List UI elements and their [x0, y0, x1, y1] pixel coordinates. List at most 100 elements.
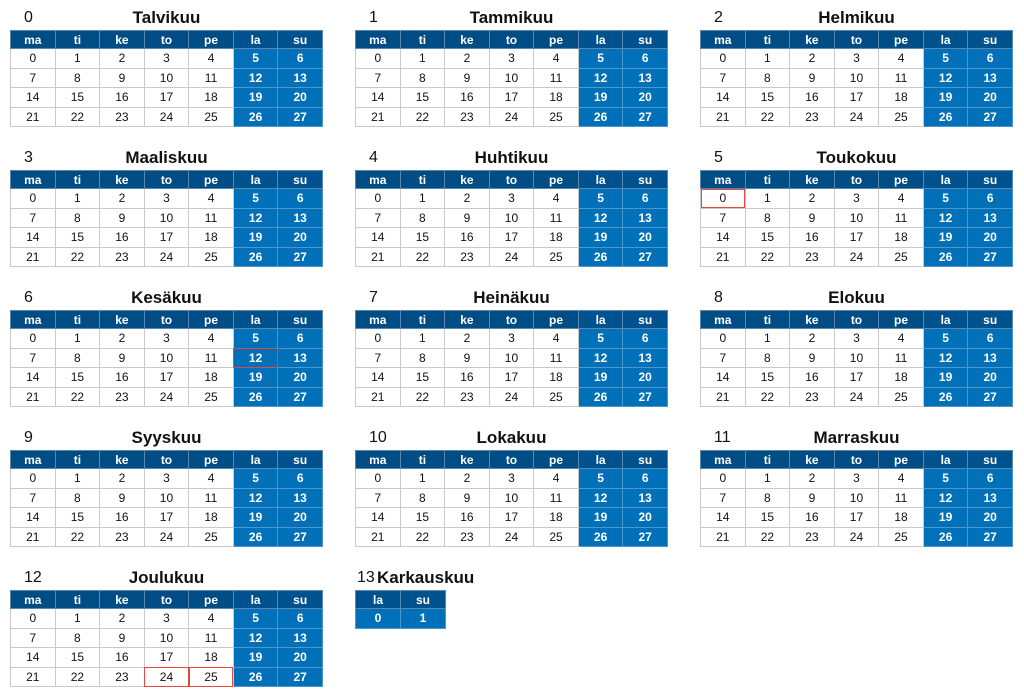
day-cell[interactable]: 17	[833, 227, 880, 248]
day-cell[interactable]: 2	[789, 188, 835, 209]
day-cell[interactable]: 21	[10, 526, 56, 548]
day-cell[interactable]: 12	[922, 487, 969, 509]
day-cell[interactable]: 27	[277, 666, 323, 688]
day-cell[interactable]: 18	[533, 227, 579, 248]
day-cell[interactable]: 8	[399, 67, 446, 89]
day-cell[interactable]: 22	[399, 246, 446, 268]
day-cell[interactable]: 23	[444, 106, 490, 128]
day-cell[interactable]: 22	[744, 526, 791, 548]
day-cell[interactable]: 24	[488, 526, 535, 548]
day-cell[interactable]: 19	[922, 227, 969, 248]
day-cell[interactable]: 26	[232, 666, 279, 688]
day-cell[interactable]: 20	[622, 87, 668, 108]
day-cell[interactable]: 13	[967, 207, 1013, 229]
day-cell[interactable]: 3	[833, 468, 880, 489]
day-cell[interactable]: 8	[744, 67, 791, 89]
day-cell[interactable]: 10	[143, 627, 190, 649]
day-cell[interactable]: 18	[878, 87, 924, 108]
day-cell-highlighted[interactable]: 12	[232, 347, 279, 369]
day-cell[interactable]: 3	[488, 48, 535, 69]
day-cell[interactable]: 15	[744, 227, 791, 248]
day-cell[interactable]: 5	[922, 188, 969, 209]
day-cell[interactable]: 23	[99, 106, 145, 128]
day-cell[interactable]: 12	[232, 67, 279, 89]
day-cell[interactable]: 2	[99, 48, 145, 69]
day-cell[interactable]: 10	[488, 67, 535, 89]
day-cell[interactable]: 25	[533, 386, 579, 408]
day-cell[interactable]: 0	[700, 468, 746, 489]
day-cell[interactable]: 5	[232, 48, 279, 69]
day-cell[interactable]: 15	[399, 367, 446, 388]
day-cell[interactable]: 17	[833, 507, 880, 528]
day-cell[interactable]: 20	[277, 227, 323, 248]
day-cell[interactable]: 26	[922, 386, 969, 408]
day-cell[interactable]: 21	[700, 526, 746, 548]
day-cell[interactable]: 13	[277, 627, 323, 649]
day-cell[interactable]: 27	[277, 246, 323, 268]
day-cell[interactable]: 9	[444, 487, 490, 509]
day-cell[interactable]: 21	[10, 386, 56, 408]
day-cell[interactable]: 8	[54, 67, 101, 89]
day-cell[interactable]: 0	[355, 48, 401, 69]
day-cell[interactable]: 25	[188, 386, 234, 408]
day-cell[interactable]: 0	[10, 608, 56, 629]
day-cell[interactable]: 6	[622, 328, 668, 349]
day-cell[interactable]: 24	[833, 526, 880, 548]
day-cell[interactable]: 25	[533, 106, 579, 128]
day-cell[interactable]: 2	[444, 188, 490, 209]
day-cell[interactable]: 27	[277, 386, 323, 408]
day-cell[interactable]: 27	[622, 246, 668, 268]
day-cell[interactable]: 17	[488, 507, 535, 528]
day-cell[interactable]: 21	[355, 106, 401, 128]
day-cell[interactable]: 7	[355, 67, 401, 89]
day-cell[interactable]: 9	[99, 207, 145, 229]
day-cell[interactable]: 20	[967, 227, 1013, 248]
day-cell[interactable]: 19	[577, 87, 624, 108]
day-cell[interactable]: 18	[188, 227, 234, 248]
day-cell[interactable]: 6	[277, 328, 323, 349]
day-cell[interactable]: 11	[878, 487, 924, 509]
day-cell[interactable]: 9	[444, 347, 490, 369]
day-cell[interactable]: 12	[577, 207, 624, 229]
day-cell[interactable]: 16	[99, 507, 145, 528]
day-cell[interactable]: 4	[188, 328, 234, 349]
day-cell[interactable]: 23	[789, 246, 835, 268]
day-cell[interactable]: 5	[922, 48, 969, 69]
day-cell[interactable]: 2	[444, 48, 490, 69]
day-cell[interactable]: 11	[533, 67, 579, 89]
day-cell[interactable]: 19	[232, 647, 279, 668]
day-cell[interactable]: 18	[188, 647, 234, 668]
day-cell[interactable]: 24	[833, 386, 880, 408]
day-cell[interactable]: 6	[277, 468, 323, 489]
day-cell[interactable]: 10	[143, 347, 190, 369]
day-cell[interactable]: 14	[10, 227, 56, 248]
day-cell[interactable]: 9	[99, 67, 145, 89]
day-cell[interactable]: 13	[277, 67, 323, 89]
day-cell[interactable]: 20	[967, 87, 1013, 108]
day-cell[interactable]: 2	[99, 608, 145, 629]
day-cell[interactable]: 4	[533, 188, 579, 209]
day-cell[interactable]: 7	[10, 347, 56, 369]
day-cell[interactable]: 25	[188, 106, 234, 128]
day-cell[interactable]: 12	[922, 347, 969, 369]
day-cell[interactable]: 12	[577, 487, 624, 509]
day-cell[interactable]: 5	[577, 468, 624, 489]
day-cell[interactable]: 15	[54, 647, 101, 668]
day-cell[interactable]: 14	[700, 507, 746, 528]
day-cell[interactable]: 11	[878, 347, 924, 369]
day-cell[interactable]: 13	[277, 207, 323, 229]
day-cell[interactable]: 22	[54, 246, 101, 268]
day-cell[interactable]: 4	[533, 48, 579, 69]
day-cell[interactable]: 2	[99, 328, 145, 349]
day-cell[interactable]: 26	[922, 526, 969, 548]
day-cell[interactable]: 10	[833, 487, 880, 509]
day-cell[interactable]: 26	[232, 386, 279, 408]
day-cell[interactable]: 19	[232, 367, 279, 388]
day-cell[interactable]: 15	[54, 227, 101, 248]
day-cell[interactable]: 3	[488, 188, 535, 209]
day-cell[interactable]: 18	[188, 507, 234, 528]
day-cell[interactable]: 12	[232, 627, 279, 649]
day-cell[interactable]: 18	[878, 507, 924, 528]
day-cell[interactable]: 25	[878, 106, 924, 128]
day-cell[interactable]: 7	[355, 347, 401, 369]
